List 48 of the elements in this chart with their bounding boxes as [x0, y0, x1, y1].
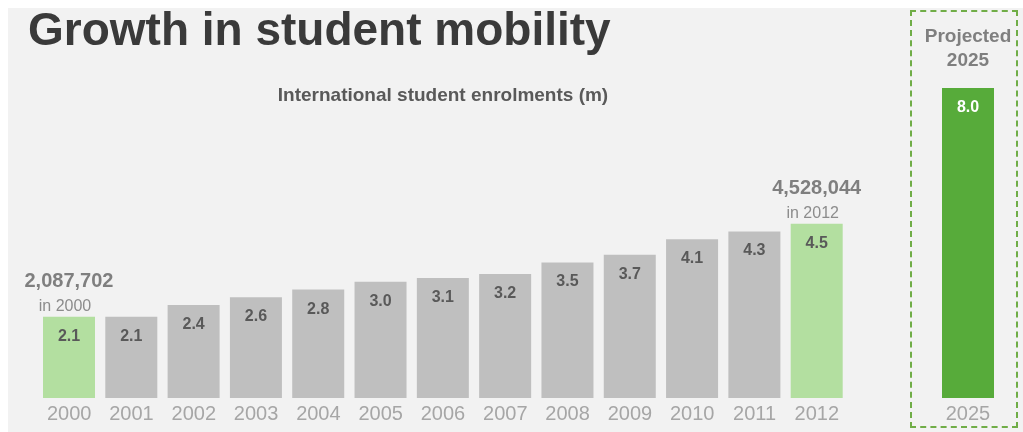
x-tick-label: 2010: [669, 402, 715, 425]
data-label: 3.1: [431, 287, 455, 305]
x-tick-label: 2008: [545, 402, 590, 425]
x-tick-label: 2002: [171, 402, 217, 425]
x-tick-label: 2004: [296, 402, 341, 425]
data-label: 4.1: [680, 249, 704, 267]
annotation: 4,528,044: [772, 175, 863, 198]
bar: [354, 281, 407, 398]
x-tick-label: 2001: [109, 402, 154, 425]
data-label: 3.5: [556, 272, 579, 290]
bar: [105, 316, 158, 398]
data-label: 3.2: [494, 284, 517, 301]
x-tick-label: 2000: [46, 402, 92, 425]
x-tick-label: 2009: [607, 402, 653, 425]
data-label: 8.0: [956, 98, 980, 115]
annotation: 2,087,702: [24, 268, 114, 291]
x-tick-label: 2006: [420, 402, 466, 425]
bar: [728, 231, 781, 398]
bar: [416, 277, 469, 398]
x-tick-label: 2025: [945, 402, 991, 425]
data-label: 3.0: [369, 291, 392, 309]
data-label: 2.8: [307, 299, 330, 317]
bar: [292, 289, 345, 398]
x-tick-label: 2005: [358, 402, 403, 425]
x-tick-label: 2007: [483, 402, 528, 425]
annotation: in 2000: [38, 296, 92, 314]
data-label: 2.1: [57, 326, 81, 344]
bar: [229, 297, 282, 398]
bar: [666, 239, 719, 398]
bar: [790, 223, 843, 398]
bar: [541, 262, 594, 398]
bar: [479, 274, 532, 398]
data-label: 2.4: [182, 315, 205, 332]
bar: [603, 254, 656, 398]
data-label: 4.3: [743, 241, 766, 259]
chart-subtitle: International student enrolments (m): [276, 84, 610, 106]
data-label: 2.1: [120, 326, 143, 344]
bar: [167, 305, 220, 398]
chart-title: Growth in student mobility: [28, 7, 611, 56]
data-label: 4.5: [805, 233, 828, 251]
x-tick-label: 2011: [733, 402, 777, 425]
data-label: 2.6: [244, 307, 268, 325]
x-tick-label: 2012: [794, 402, 840, 425]
bar: [43, 316, 95, 398]
data-label: 3.7: [618, 264, 641, 282]
x-tick-label: 2003: [233, 402, 279, 425]
annotation: in 2012: [786, 203, 840, 221]
chart-title: Projected 2025: [923, 24, 1013, 72]
